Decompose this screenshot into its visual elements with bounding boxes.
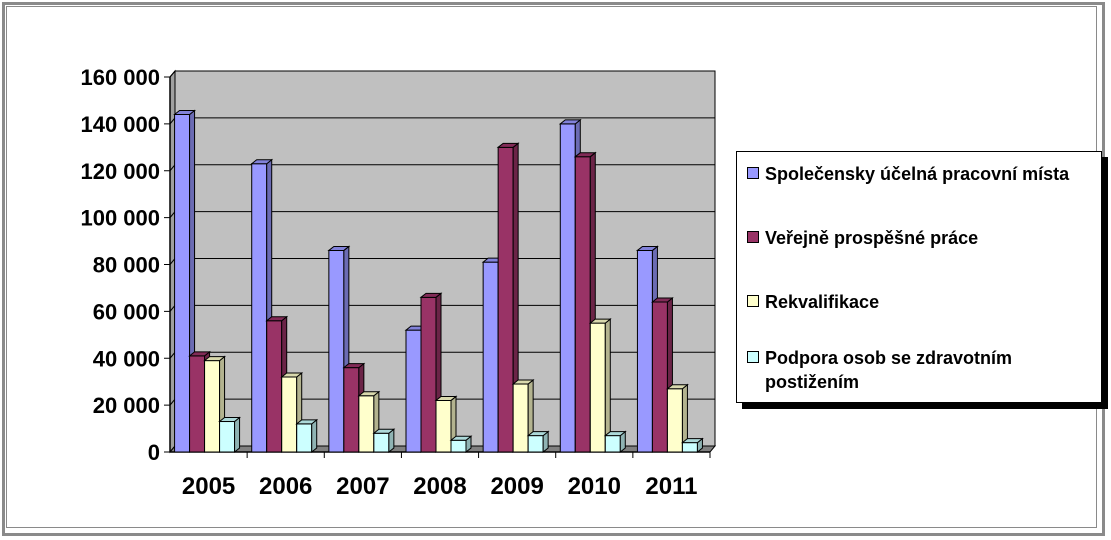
bar-2008-s2: [420, 296, 437, 453]
y-tick-label: 140 000: [80, 112, 160, 137]
bar-2008-s2-top: [419, 292, 443, 298]
bar-2011-s4: [681, 442, 698, 453]
bar-2005-s2-top: [188, 351, 211, 357]
legend-item-rekvalifikace: Rekvalifikace: [747, 290, 1095, 314]
bar-2006-s2: [266, 320, 283, 453]
bar-2006-s1: [251, 163, 268, 453]
legend-swatch-rekvalifikace: [747, 295, 759, 307]
bar-2009-s2: [497, 146, 514, 453]
x-tick-label: 2010: [568, 473, 621, 500]
bar-2005-s4: [219, 421, 236, 453]
bar-2005-s4-side: [234, 416, 241, 454]
bar-2007-s2-top: [342, 363, 366, 369]
legend-item-podpora: Podpora osob se zdravotním postižením: [747, 346, 1095, 394]
bar-2010-s1-top: [558, 119, 582, 125]
bar-2007-s1-top: [327, 245, 351, 251]
bar-2010-s3-top: [588, 318, 612, 324]
bar-2007-s3: [358, 395, 375, 453]
bar-2009-s3-top: [511, 379, 535, 385]
x-tick-label: 2005: [182, 473, 235, 500]
y-tick-label: 80 000: [93, 253, 160, 278]
bar-2011-s3: [666, 388, 683, 453]
legend-item-spucelna: Společensky účelná pracovní místa: [747, 162, 1095, 186]
y-tick-label: 120 000: [80, 159, 160, 184]
bar-2008-s4: [450, 439, 467, 453]
bar-2011-s4-top: [681, 438, 704, 444]
bar-2007-s2: [343, 367, 360, 453]
bar-2009-s4: [527, 435, 544, 453]
y-tick-label: 0: [148, 440, 160, 465]
y-tick-label: 60 000: [93, 299, 160, 324]
legend-label-podpora: Podpora osob se zdravotním postižením: [765, 348, 1013, 392]
bar-2010-s1: [559, 123, 576, 453]
bar-2006-s4-top: [295, 419, 319, 425]
x-tick-label: 2007: [336, 473, 389, 500]
legend-label-spucelna: Společensky účelná pracovní místa: [765, 164, 1070, 184]
chart-legend: Společensky účelná pracovní místa Veřejn…: [736, 151, 1102, 403]
bar-2008-s3: [435, 399, 452, 453]
legend-swatch-podpora: [747, 351, 759, 363]
bar-2009-s3: [512, 383, 529, 453]
bar-2010-s4-top: [603, 431, 627, 437]
bar-2006-s2-top: [265, 316, 289, 322]
x-tick-label: 2011: [645, 473, 697, 500]
bar-2006-s4-side: [311, 418, 318, 454]
y-tick-label: 100 000: [80, 206, 160, 231]
y-tick-label: 160 000: [80, 65, 160, 90]
bar-2010-s3: [589, 322, 606, 453]
bar-2007-s3-top: [357, 391, 381, 397]
bar-2011-s1-top: [636, 245, 659, 251]
bar-2005-s3: [204, 360, 221, 453]
bar-2005-s1: [174, 114, 191, 453]
bar-2006-s1-top: [250, 159, 274, 165]
bar-2010-s2-top: [573, 152, 597, 158]
bar-2005-s4-top: [218, 417, 241, 423]
bar-2005-s1-top: [173, 110, 196, 115]
bar-2009-s4-top: [526, 431, 550, 437]
x-tick-label: 2008: [413, 473, 466, 500]
x-tick-label: 2009: [490, 473, 543, 500]
gridline: [169, 70, 715, 78]
legend-item-vpp: Veřejně prospěšné práce: [747, 226, 1095, 250]
bar-2008-s3-top: [434, 395, 458, 401]
bar-2010-s2: [574, 156, 591, 453]
legend-label-vpp: Veřejně prospěšné práce: [765, 228, 979, 248]
bar-2008-s4-top: [449, 435, 473, 441]
bar-2008-s1: [405, 329, 422, 453]
y-tick-label: 40 000: [93, 346, 160, 371]
bar-2011-s2-top: [651, 297, 674, 303]
bar-2010-s4: [604, 435, 621, 453]
bar-2011-s3-top: [666, 384, 689, 390]
bar-2005-s3-top: [203, 356, 226, 362]
bar-2007-s1: [328, 249, 345, 453]
bar-2006-s3: [281, 376, 298, 453]
legend-swatch-spucelna: [747, 167, 759, 179]
y-tick-label: 20 000: [93, 393, 160, 418]
bar-2011-s2: [651, 301, 668, 453]
bar-2006-s4: [296, 423, 313, 453]
bar-2009-s2-top: [496, 142, 520, 148]
bar-2007-s4: [373, 432, 390, 453]
x-tick-label: 2006: [259, 473, 312, 500]
legend-swatch-vpp: [747, 231, 759, 243]
bar-2006-s3-top: [280, 372, 304, 378]
legend-label-rekvalifikace: Rekvalifikace: [765, 292, 880, 312]
bar-2005-s2: [189, 355, 206, 453]
bar-2007-s4-top: [372, 428, 396, 434]
bar-2009-s1: [482, 261, 499, 453]
bar-2011-s1: [636, 249, 653, 453]
